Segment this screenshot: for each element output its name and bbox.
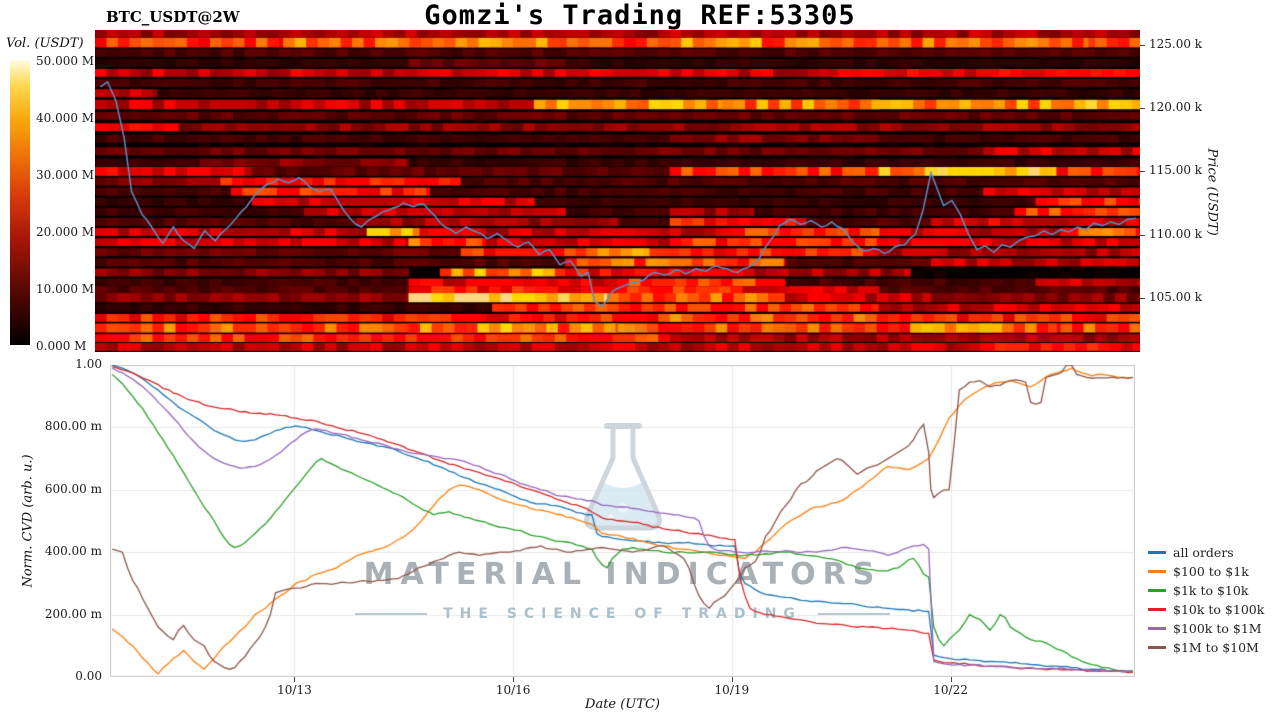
cvd-ytick-label: 200.00 m [44, 606, 102, 621]
legend-item: all orders [1148, 545, 1264, 560]
colorbar-tick-label: 0.000 M [36, 339, 87, 353]
price-tick-label: 105.00 k [1149, 289, 1203, 304]
cvd-ytick-label: 800.00 m [44, 419, 102, 434]
date-axis-title: Date (UTC) [585, 697, 660, 712]
price-axis-tickmark [1140, 234, 1145, 236]
colorbar-tick-label: 30.000 M [36, 168, 95, 182]
date-axis-tickmark [950, 677, 952, 682]
date-axis-tickmark [294, 677, 296, 682]
chart-legend: all orders $100 to $1k $1k to $10k $10k to … [1148, 545, 1265, 660]
cvd-chart: MATERIAL INDICATORS THE SCIENCE OF TRADI… [45, 357, 1135, 697]
price-axis-tickmark [1140, 171, 1145, 173]
legend-item: $1k to $10k [1148, 583, 1264, 598]
price-axis-ticks: 125.00 k 120.00 k 115.00 k 110.00 k 105.00 k [1140, 30, 1230, 352]
date-axis-tickmark [731, 677, 733, 682]
cvd-ytick-label: 0.00 [75, 669, 102, 683]
price-tick-label: 110.00 k [1149, 226, 1203, 241]
price-axis-tickmark [1140, 297, 1145, 299]
legend-item: $100 to $1k [1148, 564, 1264, 579]
legend-label: all orders [1173, 545, 1234, 560]
price-tick-label: 125.00 k [1149, 37, 1203, 52]
legend-item: $100k to $1M [1148, 621, 1264, 636]
colorbar-tick-label: 10.000 M [36, 282, 95, 296]
cvd-lines-canvas [110, 365, 1135, 677]
legend-label: $100 to $1k [1173, 564, 1249, 579]
price-axis-tickmark [1140, 108, 1145, 110]
price-axis-title: Price (USDT) [1204, 148, 1220, 236]
date-tick-label: 10/16 [495, 683, 531, 697]
page-title: Gomzi's Trading REF:53305 [424, 0, 856, 31]
cvd-yaxis-ticks: 1.00 800.00 m 600.00 m 400.00 m 200.00 m 0.00 [30, 357, 102, 683]
cvd-ytick-label: 600.00 m [44, 481, 102, 496]
heatmap-canvas [95, 30, 1140, 352]
date-tick-label: 10/22 [933, 683, 968, 697]
date-tick-label: 10/19 [714, 683, 750, 697]
legend-swatch [1148, 551, 1166, 554]
legend-swatch [1148, 627, 1166, 630]
legend-label: $1k to $10k [1173, 583, 1249, 598]
price-tick-label: 120.00 k [1149, 100, 1203, 115]
colorbar-title: Vol. (USDT) [6, 36, 84, 51]
legend-swatch [1148, 589, 1166, 592]
legend-label: $1M to $10M [1173, 640, 1259, 655]
date-tick-label: 10/13 [277, 683, 312, 697]
legend-label: $10k to $100k [1173, 602, 1265, 617]
cvd-ytick-label: 400.00 m [44, 544, 102, 559]
legend-label: $100k to $1M [1173, 621, 1262, 636]
legend-item: $10k to $100k [1148, 602, 1265, 617]
colorbar-tick-label: 40.000 M [36, 111, 95, 125]
cvd-axis-title: Norm. CVD (arb. u.) [20, 454, 36, 588]
date-axis-ticks: 10/13 10/16 10/19 10/22 [110, 677, 1135, 699]
price-axis-tickmark [1140, 45, 1145, 47]
legend-item: $1M to $10M [1148, 640, 1264, 655]
legend-swatch [1148, 646, 1166, 649]
legend-swatch [1148, 570, 1166, 573]
cvd-ytick-label: 1.00 [75, 357, 102, 371]
legend-swatch [1148, 608, 1166, 611]
volume-heatmap-chart: 125.00 k 120.00 k 115.00 k 110.00 k 105.00 k [95, 30, 1202, 352]
colorbar-tick-label: 50.000 M [36, 54, 95, 68]
price-tick-label: 115.00 k [1149, 163, 1203, 178]
colorbar-tick-label: 20.000 M [36, 225, 95, 239]
date-axis-tickmark [513, 677, 515, 682]
colorbar-tick-labels: 50.000 M 40.000 M 30.000 M 20.000 M 10.000 M… [36, 54, 108, 353]
symbol-label: BTC_USDT@2W [106, 8, 240, 26]
volume-colorbar [10, 60, 30, 345]
